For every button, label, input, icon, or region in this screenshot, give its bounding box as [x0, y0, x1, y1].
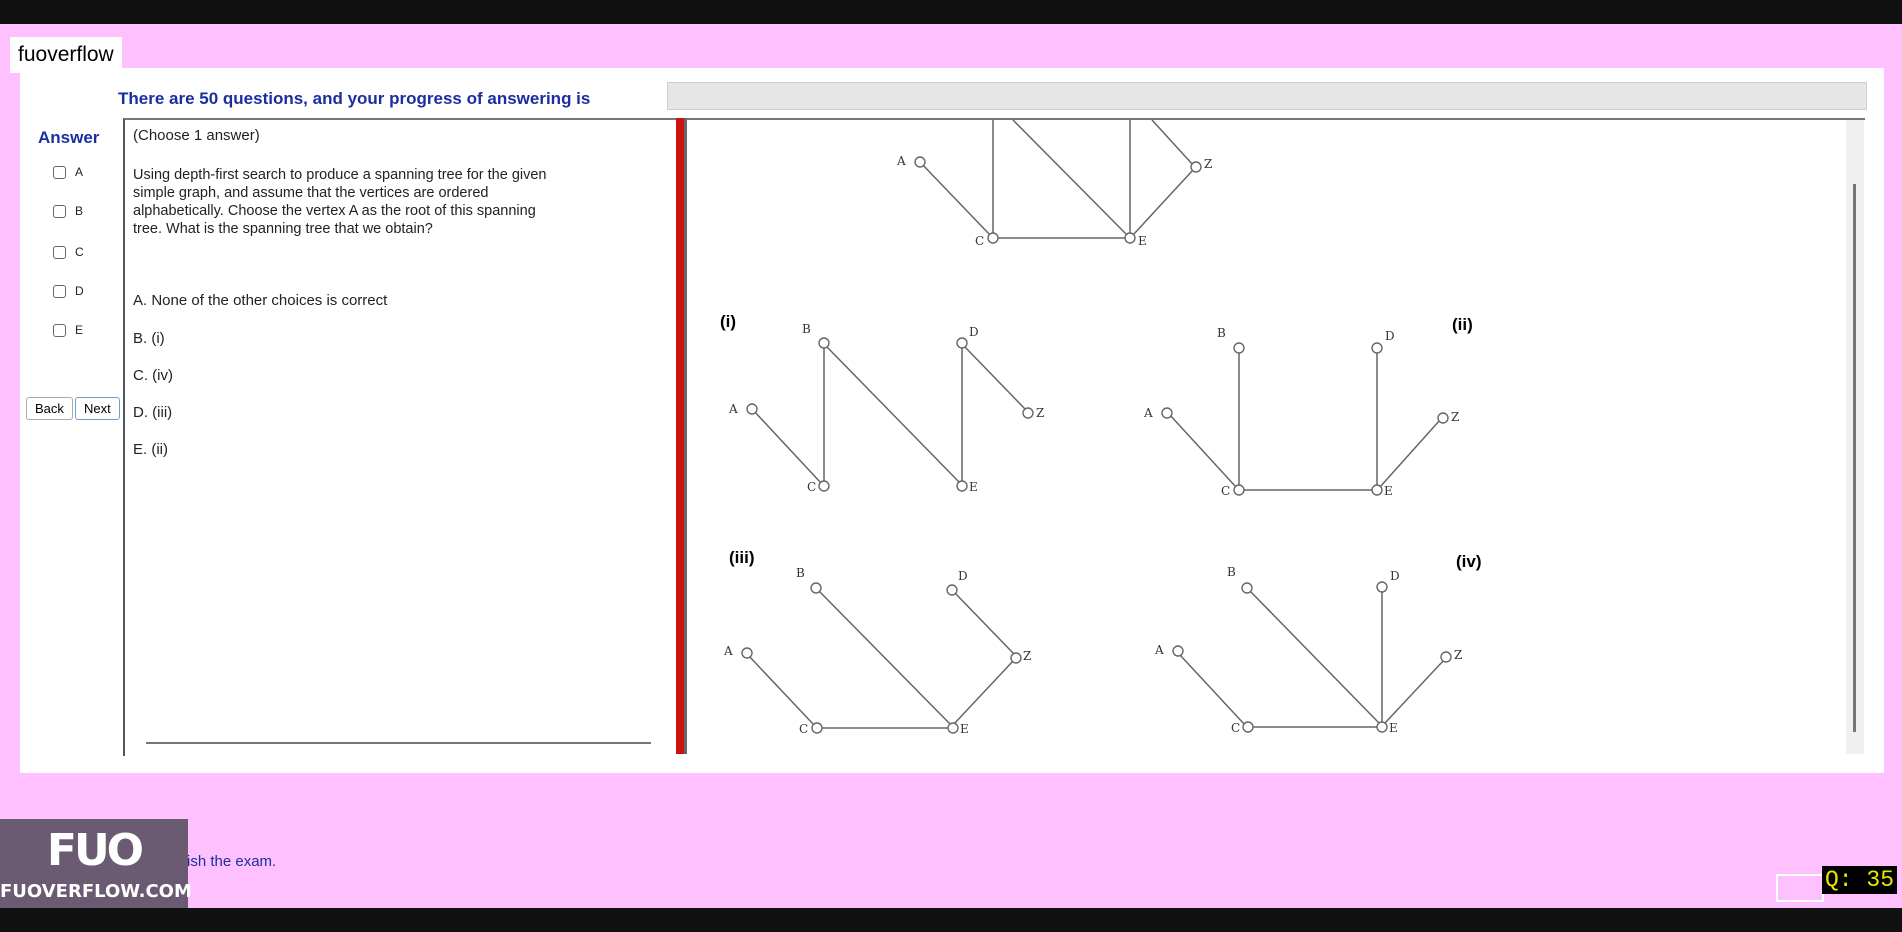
vertex-label: A: [723, 644, 733, 658]
vertex-label: B: [802, 322, 811, 336]
vertex-label: D: [1390, 569, 1400, 583]
checkbox-e[interactable]: [53, 323, 66, 337]
vertex-label: C: [1221, 484, 1230, 498]
image-scroll-thumb[interactable]: [1853, 184, 1856, 732]
tree-label-i: (i): [720, 312, 736, 331]
finish-label: ish the exam.: [187, 853, 277, 870]
choice-e: E. (ii): [133, 441, 168, 458]
checkbox-b[interactable]: [53, 204, 66, 218]
tree-label-ii: (ii): [1452, 315, 1473, 334]
question-text: Using depth-first search to produce a sp…: [133, 167, 547, 237]
question-image-panel: [687, 118, 1865, 756]
choice-a: A. None of the other choices is correct: [133, 292, 388, 309]
question-horizontal-scrollbar[interactable]: [146, 742, 651, 744]
vertex-label: D: [1385, 329, 1395, 343]
vertex-label: A: [728, 402, 738, 416]
checkbox-a[interactable]: [53, 165, 66, 179]
answer-option-c[interactable]: C: [53, 245, 84, 259]
vertex-label: A: [896, 154, 906, 168]
choice-c: C. (iv): [133, 367, 173, 384]
tree-labels: (i) (ii) (iii) (iv): [720, 312, 1482, 571]
logo-text: FUOVERFLOW.COM: [0, 881, 192, 902]
option-label-a: A: [75, 165, 84, 179]
vertex-label: E: [960, 722, 969, 736]
vertex-label: E: [1138, 234, 1147, 248]
figure-vertices: [741, 156, 1452, 734]
pane-splitter[interactable]: [676, 118, 684, 754]
answer-option-b[interactable]: B: [53, 204, 83, 218]
vertex-label: B: [796, 566, 805, 580]
top-bar: [0, 0, 1902, 24]
choice-d: D. (iii): [133, 404, 173, 421]
option-label-b: B: [75, 204, 84, 218]
counter-frame: [1776, 874, 1824, 902]
brand-label: fuoverflow: [10, 37, 122, 73]
tree-label-iv: (iv): [1456, 552, 1482, 571]
back-button[interactable]: Back: [26, 397, 73, 420]
checkbox-c[interactable]: [53, 245, 66, 259]
option-label-d: D: [75, 284, 84, 298]
vertex-label: Z: [1454, 648, 1462, 662]
question-instruction: (Choose 1 answer): [133, 127, 260, 144]
option-label-c: C: [75, 245, 84, 259]
logo-mark: FUO: [46, 825, 144, 876]
vertex-label: C: [975, 234, 984, 248]
answer-option-d[interactable]: D: [53, 284, 84, 298]
vertex-label: E: [1389, 721, 1398, 735]
vertex-label: D: [969, 325, 979, 339]
vertex-label: C: [807, 480, 816, 494]
vertex-label: A: [1143, 406, 1153, 420]
vertex-label: C: [799, 722, 808, 736]
vertex-label: A: [1154, 643, 1164, 657]
choice-b: B. (i): [133, 330, 165, 347]
answer-title: Answer: [38, 128, 100, 147]
vertex-label: B: [1217, 326, 1226, 340]
vertex-label: Z: [1451, 410, 1459, 424]
vertex-label: C: [1231, 721, 1240, 735]
watermark-logo: FUO FUOVERFLOW.COM: [0, 819, 192, 908]
pane-splitter-shadow: [684, 118, 687, 754]
vertex-labels: A Z C E A B D Z C E A B D Z C E A B D Z …: [723, 154, 1462, 736]
tree-label-iii: (iii): [729, 548, 755, 567]
vertex-label: Z: [1204, 157, 1212, 171]
checkbox-d[interactable]: [53, 284, 66, 298]
bottom-bar: [0, 908, 1902, 932]
question-counter: Q: 35: [1822, 866, 1898, 894]
progress-bar: [667, 82, 1867, 110]
next-button[interactable]: Next: [75, 397, 120, 420]
vertex-label: E: [1384, 484, 1393, 498]
question-box: [123, 118, 678, 756]
option-label-e: E: [75, 323, 84, 337]
vertex-label: E: [969, 480, 978, 494]
progress-label: There are 50 questions, and your progres…: [118, 89, 591, 108]
answer-option-e[interactable]: E: [53, 323, 83, 337]
figure-edges: [747, 119, 1445, 729]
vertex-label: Z: [1036, 406, 1044, 420]
vertex-label: B: [1227, 565, 1236, 579]
answer-option-a[interactable]: A: [53, 165, 83, 179]
vertex-label: Z: [1023, 649, 1031, 663]
vertex-label: D: [958, 569, 968, 583]
